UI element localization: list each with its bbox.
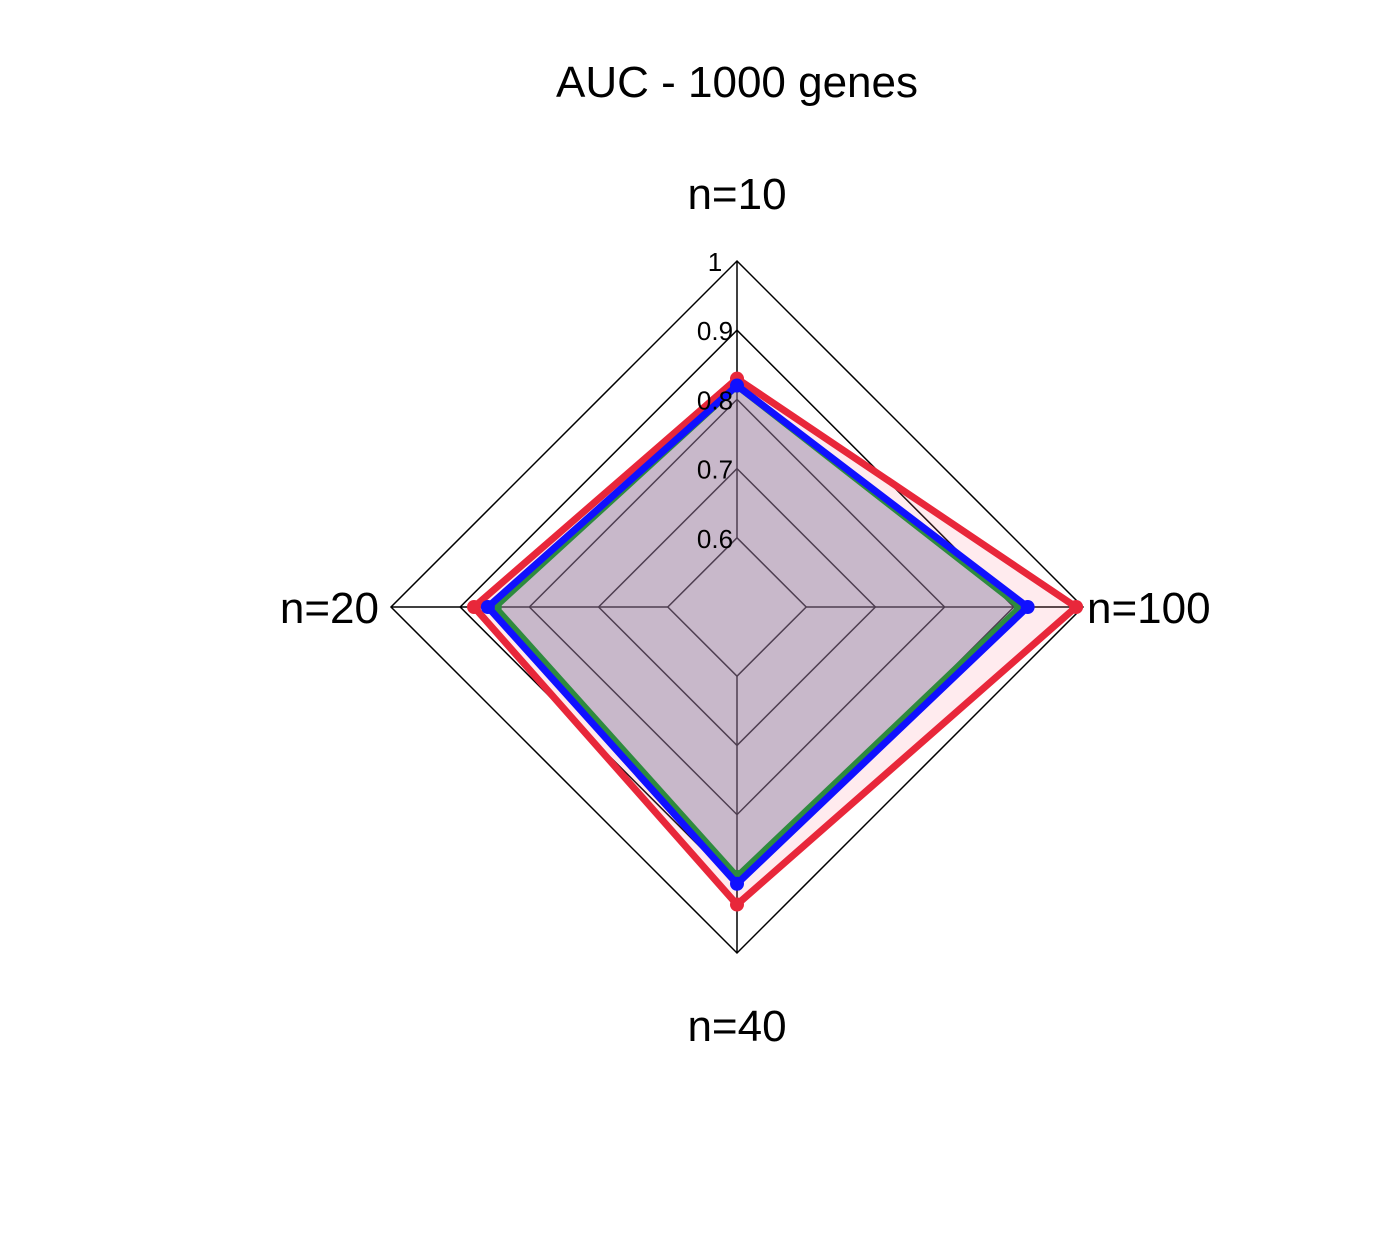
series-fill-2: [487, 385, 1028, 884]
tick-labels: 0.6 0.7 0.8 0.9 1: [697, 247, 733, 554]
tick-label-4: 1: [708, 247, 722, 277]
tick-label-2: 0.8: [697, 385, 733, 415]
series-2-point-3: [480, 600, 495, 614]
series-2-point-2: [730, 876, 744, 891]
series-1-point-1: [1069, 600, 1084, 614]
axis-label-3: n=20: [280, 584, 379, 633]
series-2-point-0: [730, 378, 744, 393]
series-2-point-1: [1020, 600, 1035, 614]
series-1-point-2: [730, 897, 744, 912]
axis-label-1: n=100: [1087, 584, 1211, 633]
chart-title: AUC - 1000 genes: [556, 58, 918, 107]
tick-label-0: 0.6: [697, 524, 733, 554]
axis-label-2: n=40: [687, 1002, 786, 1051]
tick-label-1: 0.7: [697, 455, 733, 485]
series-group: [467, 371, 1084, 912]
axis-labels: n=10 n=100 n=40 n=20: [280, 170, 1211, 1051]
tick-label-3: 0.9: [697, 316, 733, 346]
series-1-point-3: [467, 600, 482, 614]
axis-label-0: n=10: [687, 170, 786, 219]
